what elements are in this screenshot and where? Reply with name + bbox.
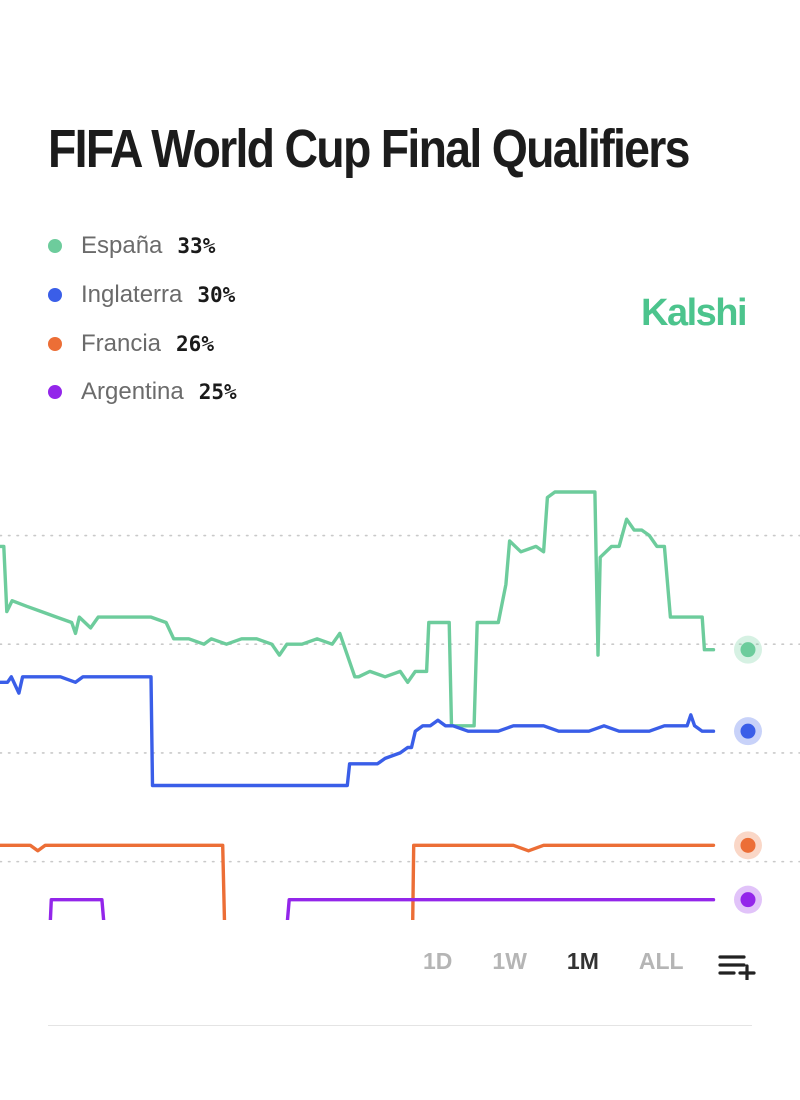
range-tab-1m[interactable]: 1M [564,948,602,975]
series-end-point-espana[interactable] [740,642,756,658]
chart-title: FIFA World Cup Final Qualifiers [48,119,690,179]
legend-item-francia: Francia 26% [48,319,237,368]
legend-dot-icon [48,288,62,303]
series-line-inglaterra[interactable] [0,675,716,788]
legend-label: Francia [81,329,162,357]
legend-label: Inglaterra [81,281,183,309]
series-line-argentina[interactable] [0,898,716,920]
legend-dot-icon [48,385,62,400]
range-tab-1w[interactable]: 1W [489,948,530,975]
range-selector: 1D 1W 1M ALL [420,948,721,975]
series-line-espana[interactable] [0,490,716,728]
line-chart[interactable] [0,420,800,920]
series-line-francia[interactable] [0,843,716,920]
legend-value: 30% [197,283,236,308]
legend-dot-icon [48,239,62,254]
legend: España 33% Inglaterra 30% Francia 26% Ar… [48,222,237,417]
series-end-point-argentina[interactable] [740,892,756,908]
legend-value: 26% [176,331,214,356]
legend-value: 33% [177,234,216,259]
legend-dot-icon [48,336,62,351]
legend-label: España [81,232,163,260]
playlist-add-icon[interactable] [718,952,756,980]
range-tab-all[interactable]: ALL [636,948,687,975]
range-tab-1d[interactable]: 1D [420,948,455,975]
series-end-point-francia[interactable] [740,837,756,853]
legend-value: 25% [198,380,237,405]
kalshi-logo: Kalshi [641,292,748,334]
legend-item-espana: España 33% [48,222,237,271]
legend-item-argentina: Argentina 25% [48,368,237,417]
legend-label: Argentina [81,378,184,406]
series-end-point-inglaterra[interactable] [740,723,756,739]
legend-item-inglaterra: Inglaterra 30% [48,271,237,320]
divider [48,1025,752,1026]
